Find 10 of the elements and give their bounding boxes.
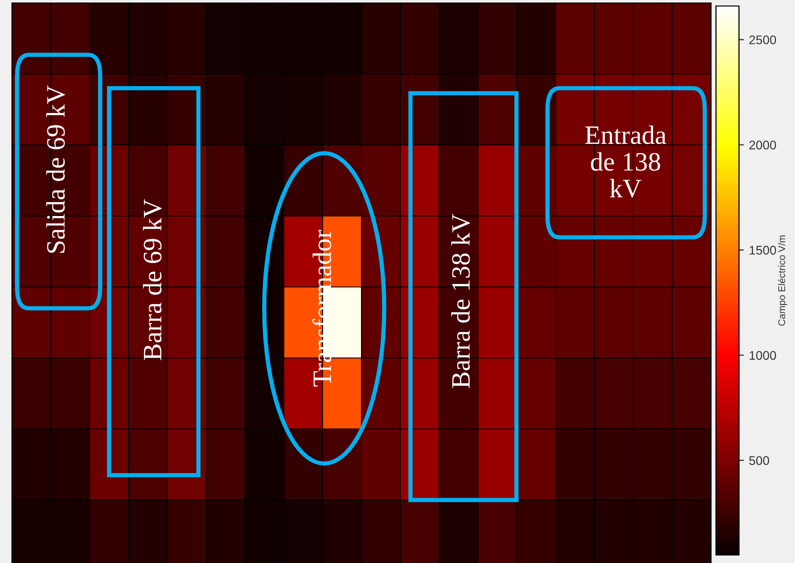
color-bar-title: Campo Eléctrico V/m [778, 235, 788, 326]
annotation: Salida de 69 kV [46, 86, 65, 253]
annotation: Barra de 138 kV [451, 214, 470, 388]
color-bar-label: 500 [749, 456, 770, 465]
annotation: Barra de 69 kV [142, 199, 162, 360]
color-bar-label: 1000 [750, 350, 776, 360]
color-bar-label: 2000 [749, 140, 776, 150]
color-bar-label: 1500 [750, 246, 776, 255]
color-bar-label: 2500 [749, 35, 776, 44]
annotation: Entrada de 138 kV [585, 126, 666, 198]
